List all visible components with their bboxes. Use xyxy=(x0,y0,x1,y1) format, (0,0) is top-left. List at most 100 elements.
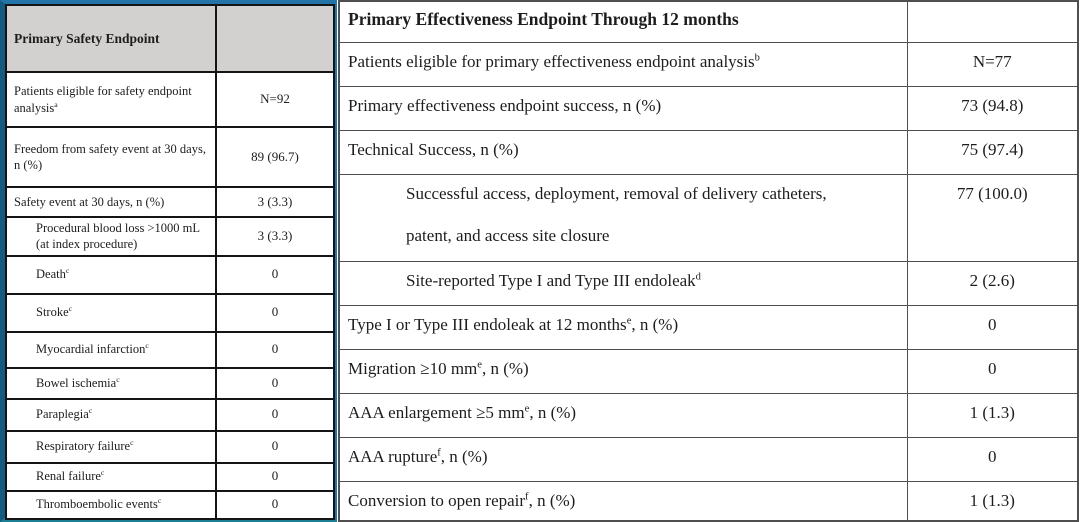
effectiveness-row-label-suffix: , n (%) xyxy=(481,358,529,378)
effectiveness-row: Successful access, deployment, removal o… xyxy=(338,173,1079,262)
effectiveness-row-label: Migration ≥10 mme, n (%) xyxy=(338,348,908,394)
effectiveness-row: Conversion to open repairf, n (%) 1 (1.3) xyxy=(338,480,1079,522)
effectiveness-row: Migration ≥10 mme, n (%) 0 xyxy=(338,348,1079,394)
safety-row-label-text: Renal failure xyxy=(36,469,101,484)
footnote-marker: c xyxy=(157,496,162,506)
footnote-marker: c xyxy=(130,438,134,448)
safety-row: Myocardial infarctionc 0 xyxy=(5,330,335,369)
effectiveness-row-label-text: Site-reported Type I and Type III endole… xyxy=(406,270,696,290)
effectiveness-row-value: 0 xyxy=(906,304,1079,350)
footnote-marker: e xyxy=(524,402,530,414)
safety-row-label-text: Myocardial infarction xyxy=(36,342,146,357)
safety-row-value: 0 xyxy=(215,366,335,400)
effectiveness-row-label-text: Conversion to open repair xyxy=(348,490,526,510)
effectiveness-row-value: 75 (97.4) xyxy=(906,129,1079,175)
footnote-marker: c xyxy=(65,266,70,276)
effectiveness-row-label: Conversion to open repairf, n (%) xyxy=(338,480,908,522)
safety-endpoint-box: Primary Safety Endpoint Patients eligibl… xyxy=(0,0,337,522)
safety-row: Respiratory failurec 0 xyxy=(5,429,335,464)
effectiveness-row-label-text: Primary effectiveness endpoint success, … xyxy=(348,95,662,115)
effectiveness-row: Patients eligible for primary effectiven… xyxy=(338,41,1079,87)
safety-row-label-text: Procedural blood loss >1000 mL (at index… xyxy=(36,221,200,252)
effectiveness-row-label-suffix: , n (%) xyxy=(529,402,577,422)
safety-row-label: Procedural blood loss >1000 mL (at index… xyxy=(5,216,217,257)
effectiveness-row: AAA enlargement ≥5 mme, n (%) 1 (1.3) xyxy=(338,392,1079,438)
safety-row-label-text: Bowel ischemia xyxy=(36,375,117,390)
footnote-marker: c xyxy=(116,374,120,384)
effectiveness-row-label: Site-reported Type I and Type III endole… xyxy=(338,260,908,306)
safety-row-label-text: Safety event at 30 days, n (%) xyxy=(14,194,165,209)
safety-row-value: 0 xyxy=(215,292,335,333)
effectiveness-row-label-text: AAA enlargement ≥5 mm xyxy=(348,402,525,422)
effectiveness-row: AAA rupturef, n (%) 0 xyxy=(338,436,1079,482)
footnote-marker: c xyxy=(68,304,73,314)
effectiveness-row-label: AAA rupturef, n (%) xyxy=(338,436,908,482)
safety-row-label: Paraplegiac xyxy=(5,397,217,432)
footnote-marker: b xyxy=(754,51,760,63)
safety-row-value: 0 xyxy=(215,461,335,492)
safety-row-value: 0 xyxy=(215,330,335,369)
effectiveness-row: Type I or Type III endoleak at 12 months… xyxy=(338,304,1079,350)
effectiveness-row: Site-reported Type I and Type III endole… xyxy=(338,260,1079,306)
safety-row-label: Patients eligible for safety endpoint an… xyxy=(5,71,217,128)
effectiveness-row-label: Technical Success, n (%) xyxy=(338,129,908,175)
footnote-marker: c xyxy=(100,468,105,478)
effectiveness-row-value: 0 xyxy=(906,436,1079,482)
effectiveness-table-header-row: Primary Effectiveness Endpoint Through 1… xyxy=(338,0,1079,43)
effectiveness-row-label: Primary effectiveness endpoint success, … xyxy=(338,85,908,131)
safety-row-value: 3 (3.3) xyxy=(215,186,335,218)
safety-table-header-row: Primary Safety Endpoint xyxy=(5,4,335,73)
effectiveness-row-label: Type I or Type III endoleak at 12 months… xyxy=(338,304,908,350)
safety-row-label: Freedom from safety event at 30 days, n … xyxy=(5,126,217,188)
effectiveness-row-label-text: Migration ≥10 mm xyxy=(348,358,478,378)
effectiveness-table-header-value-cell xyxy=(906,0,1079,43)
safety-row-label: Respiratory failurec xyxy=(5,429,217,464)
safety-row: Renal failurec 0 xyxy=(5,461,335,492)
effectiveness-row-value: N=77 xyxy=(906,41,1079,87)
safety-row: Safety event at 30 days, n (%) 3 (3.3) xyxy=(5,186,335,218)
effectiveness-row-value: 1 (1.3) xyxy=(906,480,1079,522)
safety-row-label: Myocardial infarctionc xyxy=(5,330,217,369)
effectiveness-row-value: 73 (94.8) xyxy=(906,85,1079,131)
effectiveness-row-label-suffix: , n (%) xyxy=(631,314,679,334)
safety-row-value: 3 (3.3) xyxy=(215,216,335,257)
safety-row-label-text: Stroke xyxy=(36,305,69,320)
safety-row-label: Safety event at 30 days, n (%) xyxy=(5,186,217,218)
effectiveness-row-label: Successful access, deployment, removal o… xyxy=(338,173,908,262)
effectiveness-row-value: 77 (100.0) xyxy=(906,173,1079,262)
safety-table-header-value-cell xyxy=(215,4,335,73)
safety-row-label: Renal failurec xyxy=(5,461,217,492)
effectiveness-row-label-text: Technical Success, n (%) xyxy=(348,139,519,159)
safety-row-label: Deathc xyxy=(5,254,217,295)
safety-endpoint-table: Primary Safety Endpoint Patients eligibl… xyxy=(5,4,335,520)
safety-row-label: Thromboembolic eventsc xyxy=(5,489,217,520)
effectiveness-row-value: 2 (2.6) xyxy=(906,260,1079,306)
effectiveness-table-body: Patients eligible for primary effectiven… xyxy=(338,41,1079,522)
effectiveness-row-label-text: Type I or Type III endoleak at 12 months xyxy=(348,314,627,334)
safety-row-label-text: Freedom from safety event at 30 days, n … xyxy=(14,141,206,172)
effectiveness-row-label-suffix: , n (%) xyxy=(528,490,576,510)
effectiveness-row-label-line2: patent, and access site closure xyxy=(406,225,610,245)
safety-row-label-text: Thromboembolic events xyxy=(36,497,158,512)
effectiveness-row-label-text: Successful access, deployment, removal o… xyxy=(406,183,827,203)
safety-row-label-text: Patients eligible for safety endpoint an… xyxy=(14,84,192,115)
safety-row: Strokec 0 xyxy=(5,292,335,333)
footnote-marker: f xyxy=(437,446,441,458)
footnote-marker: a xyxy=(54,99,58,109)
safety-row: Procedural blood loss >1000 mL (at index… xyxy=(5,216,335,257)
effectiveness-row-label-text: Patients eligible for primary effectiven… xyxy=(348,51,755,71)
safety-row-value: N=92 xyxy=(215,71,335,128)
safety-row-label-text: Paraplegia xyxy=(36,407,89,422)
safety-row: Deathc 0 xyxy=(5,254,335,295)
safety-row-label-text: Respiratory failure xyxy=(36,439,131,454)
effectiveness-row-label: Patients eligible for primary effectiven… xyxy=(338,41,908,87)
safety-row: Freedom from safety event at 30 days, n … xyxy=(5,126,335,188)
effectiveness-row-value: 1 (1.3) xyxy=(906,392,1079,438)
safety-row-label: Strokec xyxy=(5,292,217,333)
footnote-marker: c xyxy=(145,341,149,351)
safety-row-value: 0 xyxy=(215,397,335,432)
effectiveness-row-label: AAA enlargement ≥5 mme, n (%) xyxy=(338,392,908,438)
safety-row-label: Bowel ischemiac xyxy=(5,366,217,400)
effectiveness-row-label-text: AAA rupture xyxy=(348,446,438,466)
